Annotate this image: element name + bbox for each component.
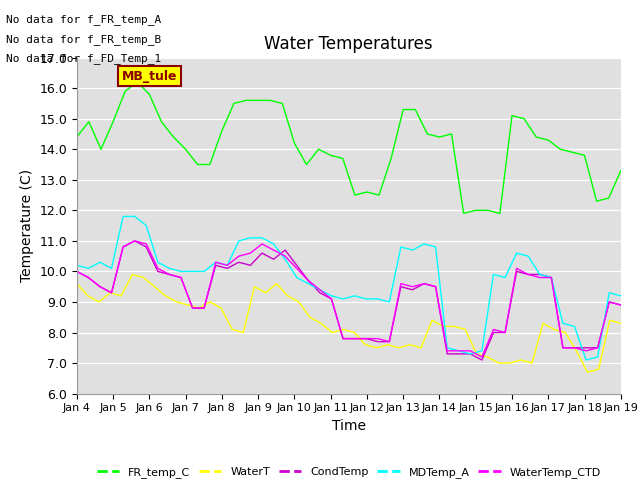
- Title: Water Temperatures: Water Temperatures: [264, 35, 433, 53]
- Y-axis label: Temperature (C): Temperature (C): [20, 169, 34, 282]
- X-axis label: Time: Time: [332, 419, 366, 433]
- Text: No data for f_FR_temp_A: No data for f_FR_temp_A: [6, 14, 162, 25]
- Text: No data for f_FD_Temp_1: No data for f_FD_Temp_1: [6, 53, 162, 64]
- Legend: FR_temp_C, WaterT, CondTemp, MDTemp_A, WaterTemp_CTD: FR_temp_C, WaterT, CondTemp, MDTemp_A, W…: [93, 462, 605, 480]
- Text: No data for f_FR_temp_B: No data for f_FR_temp_B: [6, 34, 162, 45]
- Text: MB_tule: MB_tule: [122, 70, 177, 83]
